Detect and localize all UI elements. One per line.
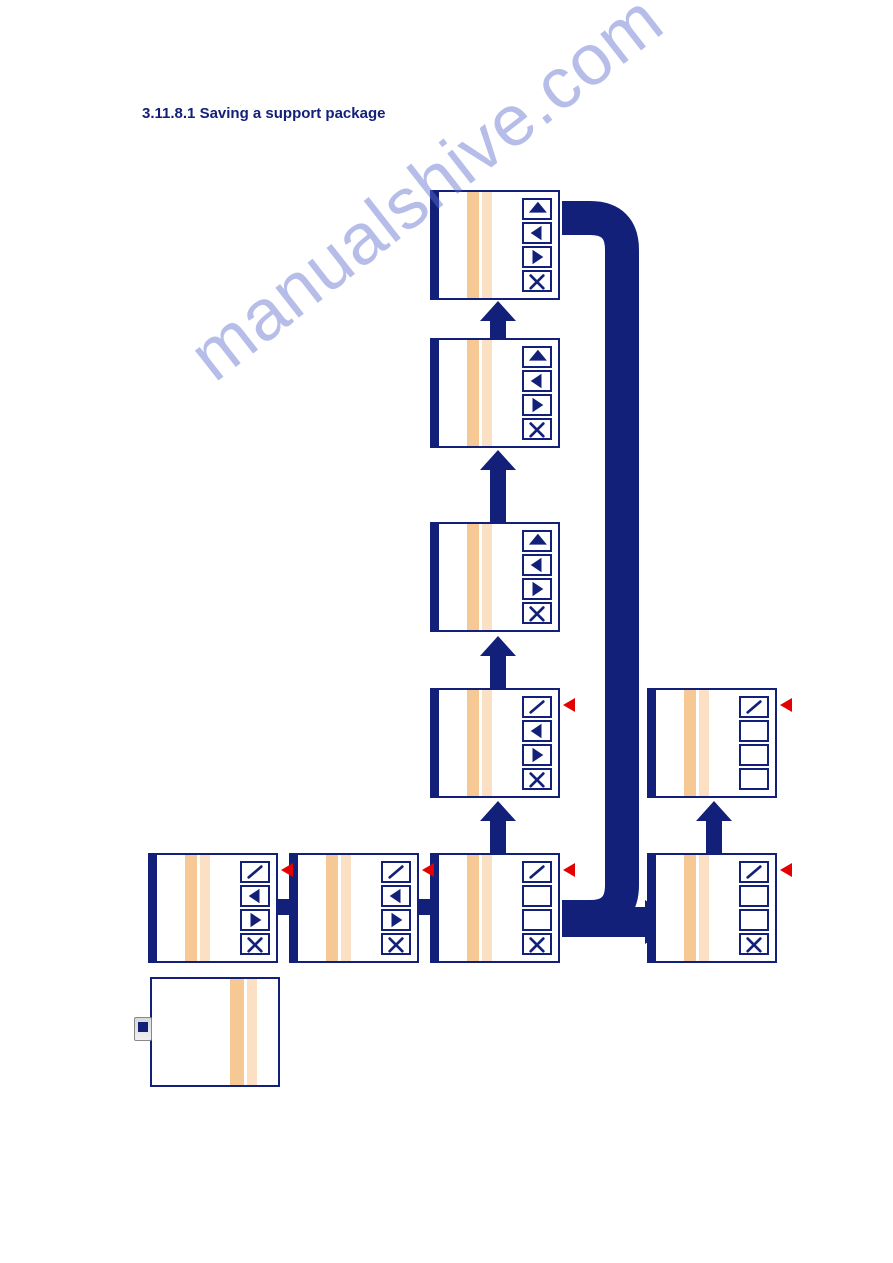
flow-panel [430, 338, 560, 448]
blank-button[interactable] [739, 744, 769, 766]
x-button[interactable] [240, 933, 270, 955]
diag-button[interactable] [522, 861, 552, 883]
blank-button[interactable] [739, 720, 769, 742]
pointer-icon [563, 863, 575, 877]
arrow-up-3 [476, 634, 520, 692]
x-button[interactable] [522, 768, 552, 790]
diag-button[interactable] [739, 861, 769, 883]
blank-button[interactable] [739, 909, 769, 931]
x-button[interactable] [739, 933, 769, 955]
pointer-icon [281, 863, 293, 877]
diag-button[interactable] [739, 696, 769, 718]
x-button[interactable] [522, 602, 552, 624]
arrow-up-4 [476, 799, 520, 857]
tri-right-button[interactable] [240, 909, 270, 931]
x-button[interactable] [522, 270, 552, 292]
arrow-up-1 [476, 299, 520, 343]
tri-left-button[interactable] [240, 885, 270, 907]
arrow-up-5 [692, 799, 736, 857]
tri-right-button[interactable] [522, 394, 552, 416]
x-button[interactable] [522, 418, 552, 440]
flow-panel [430, 190, 560, 300]
flow-panel [430, 522, 560, 632]
tri-left-button[interactable] [522, 222, 552, 244]
pointer-icon [422, 863, 434, 877]
flow-panel [647, 853, 777, 963]
diag-button[interactable] [381, 861, 411, 883]
blank-button[interactable] [739, 768, 769, 790]
tri-left-button[interactable] [522, 370, 552, 392]
diag-button[interactable] [522, 696, 552, 718]
x-button[interactable] [522, 933, 552, 955]
tri-up-button[interactable] [522, 346, 552, 368]
tri-right-button[interactable] [522, 744, 552, 766]
blank-button[interactable] [739, 885, 769, 907]
pointer-icon [780, 698, 792, 712]
tri-right-button[interactable] [522, 246, 552, 268]
tri-left-button[interactable] [522, 720, 552, 742]
arrow-up-2 [476, 448, 520, 526]
tri-left-button[interactable] [522, 554, 552, 576]
flow-panel [430, 688, 560, 798]
x-button[interactable] [381, 933, 411, 955]
flow-panel [148, 853, 278, 963]
tri-up-button[interactable] [522, 198, 552, 220]
pointer-icon [563, 698, 575, 712]
diag-button[interactable] [240, 861, 270, 883]
tri-left-button[interactable] [381, 885, 411, 907]
flow-panel [430, 853, 560, 963]
pointer-icon [780, 863, 792, 877]
tri-right-button[interactable] [381, 909, 411, 931]
tri-up-button[interactable] [522, 530, 552, 552]
flow-panel [647, 688, 777, 798]
tri-right-button[interactable] [522, 578, 552, 600]
flow-panel [289, 853, 419, 963]
blank-button[interactable] [522, 885, 552, 907]
blank-button[interactable] [522, 909, 552, 931]
